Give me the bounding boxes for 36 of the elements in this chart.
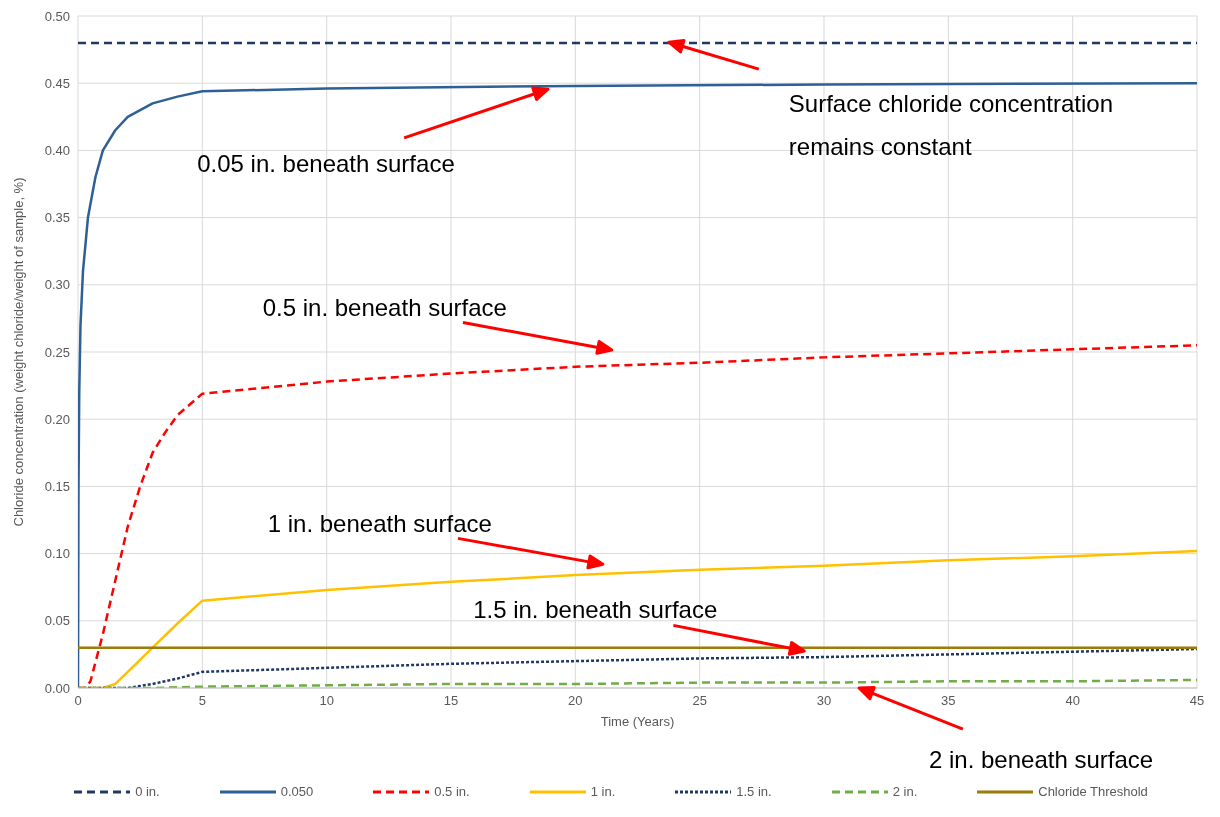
y-tick-label: 0.50 bbox=[44, 8, 70, 24]
legend-label: 1 in. bbox=[590, 784, 616, 799]
x-tick-label: 30 bbox=[816, 693, 832, 709]
annotation: 0.5 in. beneath surface bbox=[262, 293, 507, 321]
legend-label: 0.5 in. bbox=[434, 784, 470, 799]
x-tick-label: 35 bbox=[941, 693, 956, 709]
y-tick-label: 0.15 bbox=[44, 479, 70, 495]
x-tick-label: 5 bbox=[198, 693, 206, 709]
y-tick-label: 0.45 bbox=[44, 75, 70, 91]
legend-label: 0 in. bbox=[135, 784, 160, 799]
x-tick-label: 15 bbox=[443, 693, 459, 709]
x-axis-title: Time (Years) bbox=[600, 714, 675, 729]
x-tick-label: 0 bbox=[74, 693, 82, 709]
y-tick-label: 0.00 bbox=[44, 680, 70, 696]
legend-label: Chloride Threshold bbox=[1038, 784, 1148, 799]
y-tick-label: 0.40 bbox=[44, 143, 70, 159]
legend-label: 2 in. bbox=[892, 784, 918, 799]
y-tick-label: 0.25 bbox=[44, 344, 70, 360]
x-tick-label: 10 bbox=[319, 693, 334, 709]
y-tick-label: 0.20 bbox=[44, 411, 70, 427]
annotation: 1 in. beneath surface bbox=[267, 510, 492, 538]
y-tick-label: 0.30 bbox=[44, 277, 70, 293]
y-tick-label: 0.10 bbox=[44, 546, 70, 562]
legend-label: 0.050 bbox=[280, 784, 314, 799]
y-tick-label: 0.05 bbox=[44, 613, 70, 629]
x-tick-label: 40 bbox=[1065, 693, 1080, 709]
x-tick-label: 45 bbox=[1189, 693, 1205, 709]
text: 2 in. beneath surface bbox=[928, 746, 1154, 773]
y-tick-label: 0.35 bbox=[44, 210, 70, 226]
annotation: 0.05 in. beneath surface bbox=[197, 150, 455, 178]
legend-label: 1.5 in. bbox=[736, 784, 772, 799]
annotation: Surface chloride concentration remains constant bbox=[788, 90, 1114, 161]
x-tick-label: 20 bbox=[568, 693, 583, 709]
x-tick-label: 25 bbox=[692, 693, 707, 709]
y-axis-title: Chloride concentration (weight chloride/weight of sample, %) bbox=[10, 177, 26, 527]
annotation: 1.5 in. beneath surface bbox=[473, 596, 718, 624]
